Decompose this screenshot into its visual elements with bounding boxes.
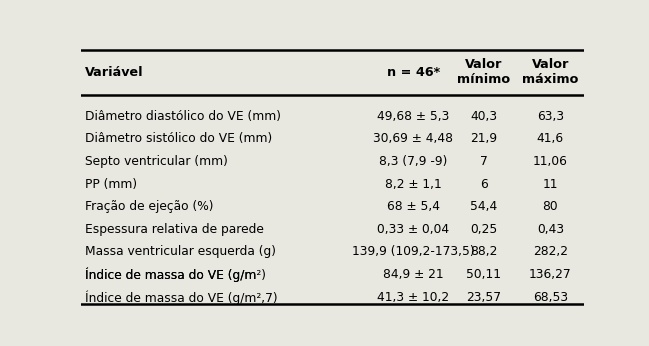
Text: 84,9 ± 21: 84,9 ± 21: [383, 268, 443, 281]
Text: 41,6: 41,6: [537, 132, 564, 145]
Text: 0,33 ± 0,04: 0,33 ± 0,04: [377, 223, 449, 236]
Text: n = 46*: n = 46*: [387, 66, 439, 79]
Text: 11: 11: [543, 177, 558, 191]
Text: 88,2: 88,2: [470, 246, 497, 258]
Text: 11,06: 11,06: [533, 155, 568, 168]
Text: Massa ventricular esquerda (g): Massa ventricular esquerda (g): [85, 246, 276, 258]
Text: 40,3: 40,3: [470, 110, 497, 122]
Text: 282,2: 282,2: [533, 246, 568, 258]
Text: 21,9: 21,9: [470, 132, 497, 145]
Text: Diâmetro sistólico do VE (mm): Diâmetro sistólico do VE (mm): [85, 132, 273, 145]
Text: Índice de massa do VE (g/m²): Índice de massa do VE (g/m²): [85, 267, 266, 282]
Text: Índice de massa do VE (g/m: Índice de massa do VE (g/m: [85, 267, 256, 282]
Text: Diâmetro diastólico do VE (mm): Diâmetro diastólico do VE (mm): [85, 110, 281, 122]
Text: 54,4: 54,4: [470, 200, 497, 213]
Text: Índice de massa do VE (g/m²,7): Índice de massa do VE (g/m²,7): [85, 290, 278, 304]
Text: 0,43: 0,43: [537, 223, 564, 236]
Text: 50,11: 50,11: [466, 268, 501, 281]
Text: 68,53: 68,53: [533, 291, 568, 304]
Text: Valor
máximo: Valor máximo: [522, 58, 579, 86]
Text: 30,69 ± 4,48: 30,69 ± 4,48: [373, 132, 453, 145]
Text: 80: 80: [543, 200, 558, 213]
Text: 23,57: 23,57: [466, 291, 501, 304]
Text: 49,68 ± 5,3: 49,68 ± 5,3: [377, 110, 449, 122]
Text: 8,2 ± 1,1: 8,2 ± 1,1: [385, 177, 441, 191]
Text: 136,27: 136,27: [529, 268, 572, 281]
Text: 68 ± 5,4: 68 ± 5,4: [387, 200, 439, 213]
Text: 7: 7: [480, 155, 487, 168]
Text: Espessura relativa de parede: Espessura relativa de parede: [85, 223, 264, 236]
Text: 41,3 ± 10,2: 41,3 ± 10,2: [377, 291, 449, 304]
Text: 63,3: 63,3: [537, 110, 564, 122]
Text: 139,9 (109,2-173,5): 139,9 (109,2-173,5): [352, 246, 474, 258]
Text: Septo ventricular (mm): Septo ventricular (mm): [85, 155, 228, 168]
Text: 8,3 (7,9 -9): 8,3 (7,9 -9): [379, 155, 447, 168]
Text: PP (mm): PP (mm): [85, 177, 138, 191]
Text: Variável: Variável: [85, 66, 144, 79]
Text: 6: 6: [480, 177, 487, 191]
Text: Valor
mínimo: Valor mínimo: [457, 58, 510, 86]
Text: Fração de ejeção (%): Fração de ejeção (%): [85, 200, 214, 213]
Text: 0,25: 0,25: [470, 223, 497, 236]
